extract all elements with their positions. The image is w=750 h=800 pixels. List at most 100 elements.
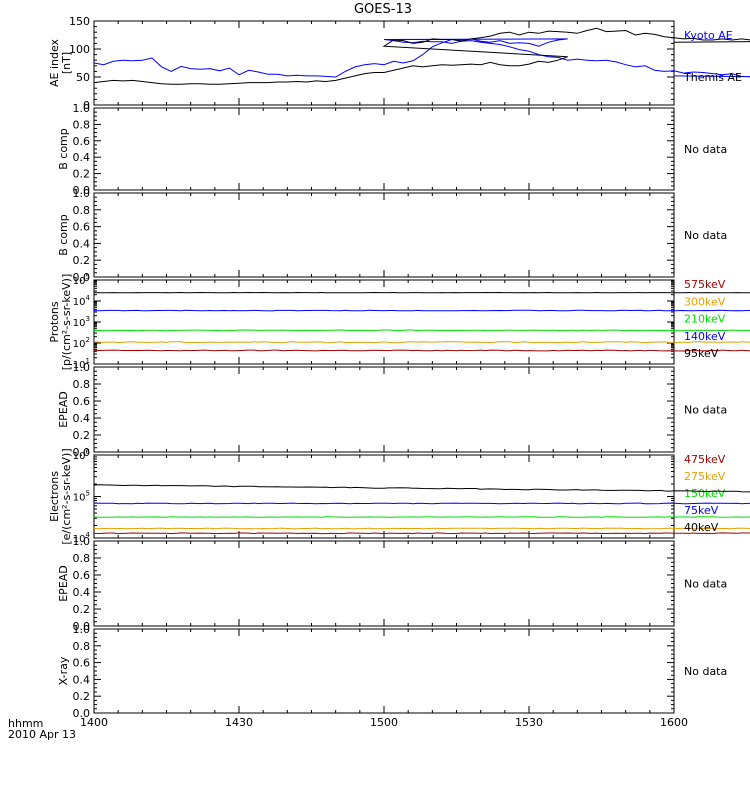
y-tick-label: 0.8 (73, 378, 91, 391)
legend-275kev: 275keV (684, 470, 726, 483)
y-tick-label: 0.2 (73, 254, 91, 267)
y-axis-label: EPEAD (57, 565, 70, 602)
no-data-label: No data (684, 578, 727, 591)
x-tick-label: 1600 (660, 716, 688, 729)
legend-300kev: 300keV (684, 295, 726, 308)
series-line-40kev (93, 484, 750, 493)
y-tick-label: 0.4 (73, 586, 91, 599)
legend-150kev: 150keV (684, 487, 726, 500)
y-tick-label: 0.8 (73, 640, 91, 653)
figure-title: GOES-13 (354, 2, 412, 17)
panel-epead1: 0.0 0.2 0.4 0.6 0.8 1.0 EPEAD No data (57, 361, 727, 459)
legend-40kev: 40keV (684, 521, 719, 534)
legend-140kev: 140keV (684, 330, 726, 343)
series-line-475kev (93, 532, 750, 535)
y-tick-label: 101 (73, 357, 90, 371)
y-axis-label: EPEAD (57, 391, 70, 428)
no-data-label: No data (684, 143, 727, 156)
legend-575kev: 575keV (684, 278, 726, 291)
x-tick-label: 1400 (80, 716, 108, 729)
series-line-themis-ae (93, 27, 750, 85)
y-tick-label: 0.4 (73, 673, 91, 686)
legend-475kev: 475keV (684, 453, 726, 466)
legend-themis-ae: Themis AE (683, 71, 742, 84)
panel-frame (93, 20, 675, 106)
y-axis-units: [p/(cm²-s-sr-keV)] (60, 274, 73, 371)
series-line-210kev (93, 329, 750, 332)
x-tick-label: 1500 (370, 716, 398, 729)
y-tick-label: 103 (73, 315, 90, 329)
y-tick-label: 0.8 (73, 552, 91, 565)
panel-xray: 0.0 0.2 0.4 0.6 0.8 1.0 X-ray No data 1400 1430 15… (57, 623, 727, 729)
panel-protons: 101 102 103 104 105 Protons [p/(cm²-s-sr-keV)]… (48, 273, 750, 371)
y-tick-label: 0.0 (73, 184, 91, 197)
y-tick-label: 0.0 (73, 707, 91, 720)
date-label: 2010 Apr 13 (8, 728, 76, 741)
y-tick-label: 0.8 (73, 118, 91, 131)
panel-epead2: 0.0 0.2 0.4 0.6 0.8 1.0 EPEAD No data (57, 535, 727, 633)
no-data-label: No data (684, 665, 727, 678)
series-line-275kev (93, 527, 750, 530)
series-line-150kev (93, 516, 750, 518)
y-tick-label: 0.6 (73, 135, 91, 148)
y-tick-label: 0.2 (73, 429, 91, 442)
y-tick-label: 102 (73, 336, 90, 350)
y-tick-label: 0.2 (73, 690, 91, 703)
y-tick-label: 1.0 (73, 623, 91, 636)
y-tick-label: 106 (73, 448, 91, 462)
panel-frame (93, 192, 675, 278)
y-tick-label: 104 (73, 531, 91, 545)
y-axis-label: Protons (48, 301, 61, 342)
series-line-300kev (93, 341, 750, 344)
y-axis-units: [e/(cm²-s-sr-keV)] (60, 448, 73, 544)
y-tick-label: 0.2 (73, 168, 91, 181)
series-line-75kev (93, 502, 750, 505)
y-tick-label: 0 (83, 99, 90, 112)
series-line-575kev (93, 349, 750, 352)
panel-bcomp1: 0.00.20.40.60.81.0B comp No data (57, 102, 727, 197)
y-tick-label: 0.6 (73, 221, 91, 234)
x-tick-label: 1530 (515, 716, 543, 729)
y-tick-label: 0.2 (73, 603, 91, 616)
y-tick-label: 0.0 (73, 271, 91, 284)
y-tick-label: 0.0 (73, 620, 91, 633)
x-tick-label: 1430 (225, 716, 253, 729)
legend-75kev: 75keV (684, 504, 719, 517)
y-tick-label: 0.6 (73, 657, 91, 670)
y-tick-label: 105 (73, 490, 90, 504)
panel-frame (93, 454, 675, 539)
panel-frame (93, 540, 675, 627)
y-tick-label: 0.0 (73, 446, 91, 459)
y-tick-label: 100 (69, 43, 90, 56)
y-tick-label: 1.0 (73, 102, 91, 115)
legend-95kev: 95keV (684, 347, 719, 360)
y-tick-label: 0.4 (73, 237, 91, 250)
y-tick-label: 1.0 (73, 187, 91, 200)
y-axis-label: AE index (48, 38, 61, 87)
y-tick-label: 0.4 (73, 151, 91, 164)
y-tick-label: 1.0 (73, 535, 91, 548)
no-data-label: No data (684, 229, 727, 242)
panel-frame (93, 366, 675, 453)
y-tick-label: 104 (73, 294, 91, 308)
y-axis-label: B comp (57, 214, 70, 256)
series-line-kyoto-ae (93, 38, 750, 78)
y-tick-label: 150 (69, 15, 90, 28)
panel-frame (93, 628, 675, 714)
no-data-label: No data (684, 404, 727, 417)
y-tick-label: 105 (73, 273, 90, 287)
y-tick-label: 0.4 (73, 412, 91, 425)
time-unit-label: hhmm (8, 717, 43, 730)
series-line-140kev (93, 309, 750, 312)
legend-210kev: 210keV (684, 313, 726, 326)
panel-bcomp2: 0.0 0.2 0.4 0.6 0.8 1.0 B comp No data (57, 187, 727, 284)
y-axis-label: B comp (57, 128, 70, 170)
y-tick-label: 0.6 (73, 569, 91, 582)
y-tick-label: 0.8 (73, 204, 91, 217)
panel-frame (93, 107, 675, 191)
y-tick-label: 0.6 (73, 395, 91, 408)
y-axis-label: Electrons (48, 471, 61, 522)
panel-electrons: 104 105 106 Electrons [e/(cm²-s-sr-keV)] 475k… (48, 448, 750, 545)
